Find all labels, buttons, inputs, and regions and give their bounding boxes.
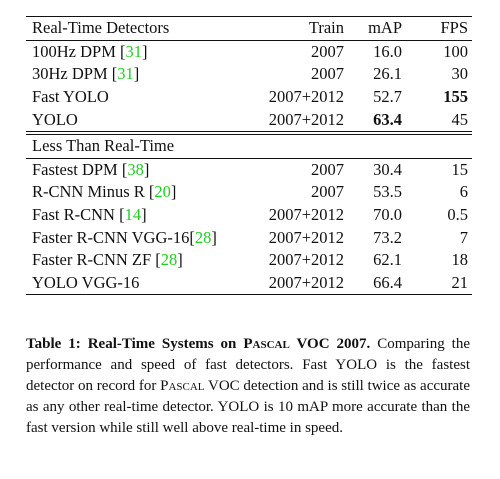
method-name: ] xyxy=(141,205,147,225)
method-name: Fast R-CNN [ xyxy=(32,205,125,225)
train-cell: 2007+2012 xyxy=(240,271,348,296)
caption-text: VOC 2007. xyxy=(289,336,371,352)
header-cell: mAP xyxy=(348,16,414,41)
train-cell: 2007+2012 xyxy=(268,87,344,107)
train-cell: 2007+2012 xyxy=(268,109,344,129)
table-caption: Table 1: Real-Time Systems on Pascal VOC… xyxy=(26,334,470,439)
map-cell: 70.0 xyxy=(373,205,402,225)
fps-cell: 155 xyxy=(443,87,468,107)
method-name: YOLO VGG-16 xyxy=(32,272,140,292)
fps-cell: 30 xyxy=(451,64,469,84)
method-name: Fast YOLO xyxy=(32,87,109,107)
fps-cell: 100 xyxy=(443,41,468,61)
results-table: Real-Time Detectors Train mAP FPS 100Hz DPM … xyxy=(26,16,472,296)
method-name: Faster R-CNN ZF [ xyxy=(32,250,161,270)
map-cell: 16.0 xyxy=(373,41,402,61)
train-cell: 2007 xyxy=(311,159,344,179)
citation: 38 xyxy=(127,159,144,179)
method-name: Faster R-CNN VGG-16[ xyxy=(32,227,195,247)
caption-text: Pascal xyxy=(243,336,290,352)
train-cell: 2007 xyxy=(311,64,344,84)
table-row: Fastest DPM [38] 2007 30.4 15 xyxy=(26,158,472,181)
method-cell: Faster R-CNN ZF [28] xyxy=(26,249,240,272)
header-row: Real-Time Detectors Train mAP FPS xyxy=(26,16,472,41)
section-title: Less Than Real-Time xyxy=(26,130,472,159)
fps-cell: 18 xyxy=(451,250,469,270)
method-cell: YOLO xyxy=(26,108,240,133)
citation: 28 xyxy=(194,227,212,247)
caption-text: Comparing the performance and speed of f… xyxy=(26,336,470,394)
table-row: YOLO 2007+2012 63.4 45 xyxy=(26,108,472,133)
method-name: R-CNN Minus R [ xyxy=(32,182,155,202)
method-name: ] xyxy=(142,41,148,61)
fps-cell: 21 xyxy=(414,271,472,296)
table-row: Fast R-CNN [14] 2007+2012 70.0 0.5 xyxy=(26,204,472,227)
table-row: R-CNN Minus R [20] 2007 53.5 6 xyxy=(26,181,472,204)
method-name: ] xyxy=(143,159,150,179)
caption-text: Pascal xyxy=(160,378,205,394)
citation: 28 xyxy=(160,250,178,270)
train-cell: 2007+2012 xyxy=(268,227,344,247)
citation: 31 xyxy=(125,41,143,61)
method-name: Fastest DPM [ xyxy=(32,159,128,179)
fps-cell: 7 xyxy=(459,227,468,247)
method-name: ] xyxy=(133,64,140,84)
train-cell: 2007+2012 xyxy=(268,205,344,225)
method-cell: YOLO VGG-16 xyxy=(26,271,240,296)
method-cell: Fastest DPM [38] xyxy=(26,158,240,181)
map-cell: 26.1 xyxy=(373,64,402,84)
caption-text: Table 1: Real-Time Systems on xyxy=(26,336,244,352)
method-cell: 30Hz DPM [31] xyxy=(26,63,240,86)
train-cell: 2007 xyxy=(311,182,344,202)
train-cell: 2007 xyxy=(311,41,344,61)
map-cell: 73.2 xyxy=(373,227,402,247)
section-row: Less Than Real-Time xyxy=(26,130,472,159)
citation: 20 xyxy=(154,182,171,202)
header-cell: Train xyxy=(240,16,348,41)
table-row: Faster R-CNN ZF [28] 2007+2012 62.1 18 xyxy=(26,249,472,272)
train-cell: 2007+2012 xyxy=(268,250,344,270)
map-cell: 63.4 xyxy=(373,109,402,129)
table-row: Fast YOLO 2007+2012 52.7 155 xyxy=(26,86,472,109)
method-name: ] xyxy=(211,227,217,247)
method-cell: 100Hz DPM [31] xyxy=(26,40,240,63)
map-cell: 52.7 xyxy=(373,87,402,107)
method-cell: Fast R-CNN [14] xyxy=(26,204,240,227)
caption-text: VOC detection and is still twice as accu… xyxy=(26,378,470,436)
fps-cell: 15 xyxy=(451,159,469,179)
method-name: 30Hz DPM [ xyxy=(32,64,118,84)
fps-cell: 6 xyxy=(459,182,468,202)
method-name: ] xyxy=(170,182,177,202)
method-cell: Fast YOLO xyxy=(26,86,240,109)
method-cell: Faster R-CNN VGG-16[28] xyxy=(26,226,240,249)
method-cell: R-CNN Minus R [20] xyxy=(26,181,240,204)
map-cell: 53.5 xyxy=(373,182,402,202)
fps-cell: 45 xyxy=(451,109,469,129)
citation: 14 xyxy=(124,205,142,225)
method-name: 100Hz DPM [ xyxy=(32,41,126,61)
map-cell: 62.1 xyxy=(373,250,402,270)
map-cell: 66.4 xyxy=(348,271,414,296)
table-row: Faster R-CNN VGG-16[28] 2007+2012 73.2 7 xyxy=(26,226,472,249)
header-cell: Real-Time Detectors xyxy=(26,16,240,41)
map-cell: 30.4 xyxy=(373,159,402,179)
table-row: 30Hz DPM [31] 2007 26.1 30 xyxy=(26,63,472,86)
citation: 31 xyxy=(117,64,134,84)
table-row: YOLO VGG-16 2007+2012 66.4 21 xyxy=(26,271,472,296)
table-row: 100Hz DPM [31] 2007 16.0 100 xyxy=(26,40,472,63)
header-cell: FPS xyxy=(414,16,472,41)
method-name: YOLO xyxy=(32,109,78,129)
fps-cell: 0.5 xyxy=(447,205,468,225)
method-name: ] xyxy=(177,250,183,270)
